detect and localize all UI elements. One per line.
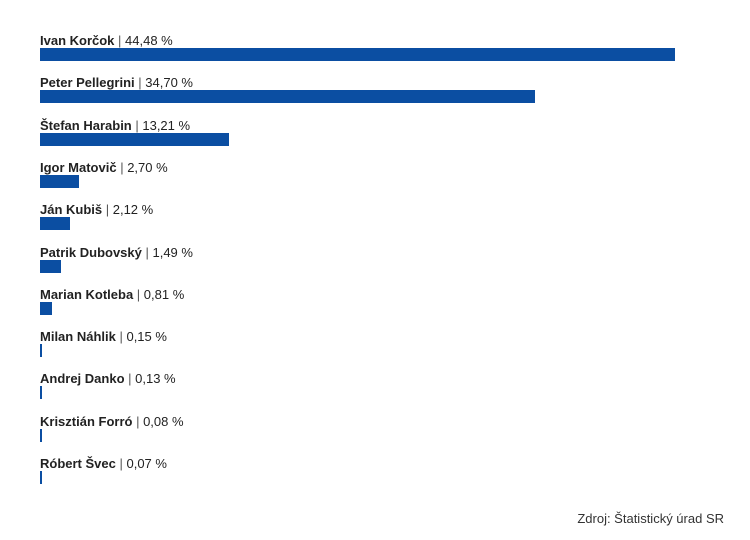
bar-label: Štefan Harabin | 13,21 % <box>40 118 190 134</box>
bar-row: Milan Náhlik | 0,15 % <box>40 329 720 371</box>
bar <box>40 259 62 273</box>
bar-label: Ivan Korčok | 44,48 % <box>40 33 173 49</box>
bar-label: Igor Matovič | 2,70 % <box>40 160 168 176</box>
bar-row: Peter Pellegrini | 34,70 % <box>40 75 720 117</box>
label-separator: | <box>116 159 128 175</box>
bar <box>40 344 43 358</box>
bar-label: Milan Náhlik | 0,15 % <box>40 329 167 345</box>
label-separator: | <box>131 117 143 133</box>
candidate-name: Ján Kubiš <box>40 202 103 218</box>
bar <box>40 174 79 188</box>
bar <box>40 90 536 104</box>
bar <box>40 132 229 146</box>
bar-row: Ivan Korčok | 44,48 % <box>40 33 720 75</box>
value-label: 13,21 % <box>142 117 191 133</box>
bar-label: Krisztián Forró | 0,08 % <box>40 414 184 430</box>
label-separator: | <box>132 413 144 429</box>
candidate-name: Patrik Dubovský <box>40 244 142 260</box>
bar-row: Krisztián Forró | 0,08 % <box>40 414 720 456</box>
value-label: 1,49 % <box>152 244 193 260</box>
label-separator: | <box>134 75 146 91</box>
label-separator: | <box>115 456 127 471</box>
bar <box>40 217 71 231</box>
bar <box>40 48 675 61</box>
bar <box>40 428 42 442</box>
value-label: 0,07 % <box>126 456 167 471</box>
candidate-name: Štefan Harabin <box>40 117 132 133</box>
label-separator: | <box>115 329 127 345</box>
candidate-name: Marian Kotleba <box>40 286 134 302</box>
candidate-name: Andrej Danko <box>40 371 125 387</box>
bar <box>40 471 42 484</box>
label-separator: | <box>141 244 153 260</box>
bar-label: Marian Kotleba | 0,81 % <box>40 287 184 303</box>
bar-row: Štefan Harabin | 13,21 % <box>40 118 720 160</box>
value-label: 34,70 % <box>145 75 193 91</box>
value-label: 0,13 % <box>135 371 176 387</box>
bar-label: Ján Kubiš | 2,12 % <box>40 202 153 218</box>
value-label: 2,12 % <box>112 202 154 218</box>
source-note: Zdroj: Štatistický úrad SR <box>577 511 724 526</box>
bar-row: Andrej Danko | 0,13 % <box>40 371 720 413</box>
candidate-name: Róbert Švec <box>40 456 116 471</box>
bar-row: Róbert Švec | 0,07 % <box>40 456 720 498</box>
bar-row: Igor Matovič | 2,70 % <box>40 160 720 202</box>
candidate-name: Peter Pellegrini <box>40 75 135 91</box>
candidate-name: Ivan Korčok <box>40 33 115 48</box>
value-label: 0,08 % <box>143 413 184 429</box>
bar <box>40 301 52 315</box>
label-separator: | <box>124 371 136 387</box>
bar-label: Róbert Švec | 0,07 % <box>40 456 167 472</box>
label-separator: | <box>102 202 113 218</box>
candidate-name: Milan Náhlik <box>40 329 116 345</box>
value-label: 2,70 % <box>127 159 168 175</box>
bar-row: Ján Kubiš | 2,12 % <box>40 202 720 244</box>
label-separator: | <box>133 286 144 302</box>
value-label: 0,15 % <box>126 329 167 345</box>
bar <box>40 386 42 400</box>
label-separator: | <box>114 33 126 48</box>
bar-row: Patrik Dubovský | 1,49 % <box>40 245 720 287</box>
bar-row: Marian Kotleba | 0,81 % <box>40 287 720 329</box>
bar-label: Patrik Dubovský | 1,49 % <box>40 245 193 261</box>
value-label: 44,48 % <box>125 33 173 48</box>
candidate-name: Igor Matovič <box>40 159 117 175</box>
candidate-name: Krisztián Forró <box>40 413 133 429</box>
bar-label: Andrej Danko | 0,13 % <box>40 371 176 387</box>
value-label: 0,81 % <box>143 286 185 302</box>
bar-label: Peter Pellegrini | 34,70 % <box>40 75 193 91</box>
